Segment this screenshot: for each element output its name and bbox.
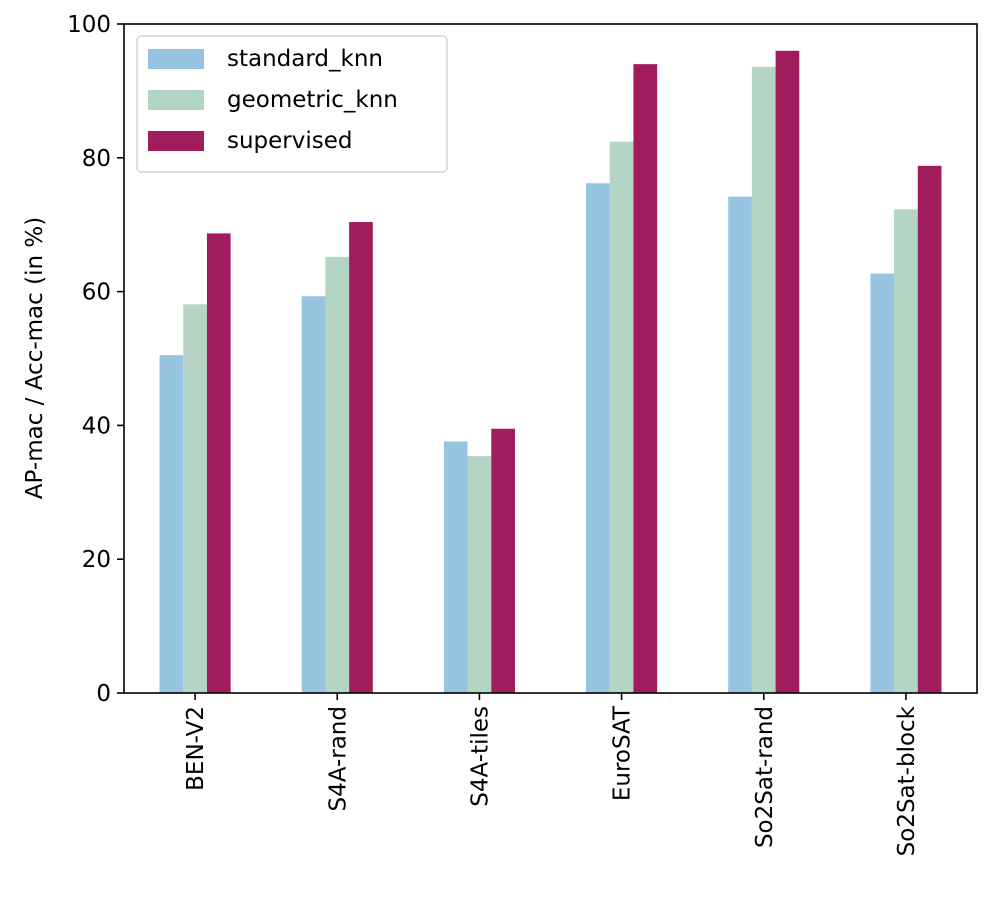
x-tick-label-S4A-rand: S4A-rand <box>325 706 351 812</box>
y-tick-label: 80 <box>82 146 111 172</box>
bar-geometric_knn-BEN-V2 <box>183 304 207 693</box>
bar-standard_knn-EuroSAT <box>586 183 610 693</box>
bar-standard_knn-BEN-V2 <box>159 355 184 693</box>
bar-standard_knn-S4A-rand <box>301 296 326 693</box>
bar-supervised-So2Sat-rand <box>775 50 800 693</box>
plot-frame <box>123 23 978 694</box>
legend-swatch-standard_knn <box>148 49 204 69</box>
y-tick-label: 100 <box>67 12 111 38</box>
bar-geometric_knn-So2Sat-rand <box>751 66 776 693</box>
bar-supervised-S4A-rand <box>349 222 373 693</box>
legend-swatch-geometric_knn <box>148 90 204 110</box>
bar-geometric_knn-S4A-rand <box>325 256 350 693</box>
bar-supervised-EuroSAT <box>633 64 658 693</box>
y-axis-label: AP-mac / Acc-mac (in %) <box>22 217 48 499</box>
legend-frame <box>136 35 448 173</box>
bar-standard_knn-S4A-tiles <box>443 441 468 693</box>
legend-label-standard_knn: standard_knn <box>227 46 383 72</box>
bar-standard_knn-So2Sat-rand <box>728 196 752 693</box>
bar-supervised-BEN-V2 <box>206 233 231 693</box>
bar-geometric_knn-EuroSAT <box>609 141 634 694</box>
y-tick-label: 20 <box>82 547 111 573</box>
x-axis-ticks: BEN-V2 S4A-rand S4A-tiles EuroSAT So2Sat-ran… <box>183 693 920 856</box>
bar-standard_knn-So2Sat-block <box>870 273 895 693</box>
bar-geometric_knn-S4A-tiles <box>467 456 492 693</box>
y-axis-ticks: 0 20 40 60 80 100 <box>67 12 124 707</box>
y-tick-label: 60 <box>82 280 111 306</box>
y-tick-label: 0 <box>96 681 111 707</box>
x-tick-label-BEN-V2: BEN-V2 <box>183 706 209 791</box>
bar-supervised-So2Sat-block <box>917 165 942 693</box>
bar-geometric_knn-So2Sat-block <box>894 209 918 693</box>
x-tick-label-EuroSAT: EuroSAT <box>610 705 636 801</box>
x-tick-label-So2Sat-block: So2Sat-block <box>894 705 920 856</box>
bar-supervised-S4A-tiles <box>491 428 515 693</box>
y-tick-label: 40 <box>82 413 111 439</box>
x-tick-label-So2Sat-rand: So2Sat-rand <box>752 706 778 848</box>
legend-swatch-supervised <box>148 131 204 151</box>
legend-label-geometric_knn: geometric_knn <box>227 87 398 113</box>
x-tick-label-S4A-tiles: S4A-tiles <box>467 706 493 807</box>
legend: standard_knn geometric_knn supervised <box>136 35 448 173</box>
bars-group <box>159 50 942 694</box>
legend-label-supervised: supervised <box>227 128 353 154</box>
